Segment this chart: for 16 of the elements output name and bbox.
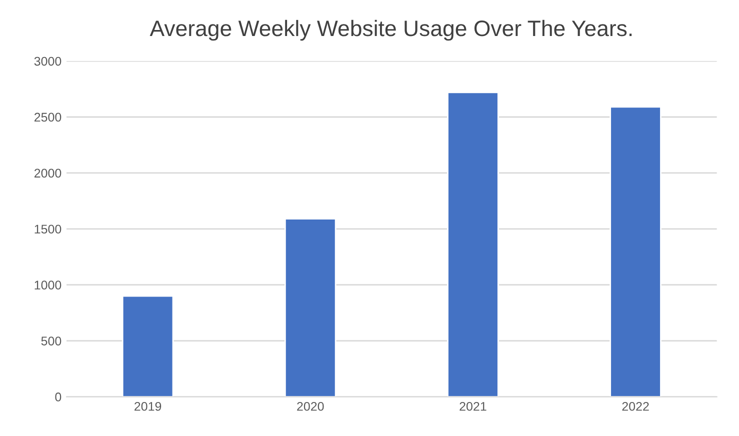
x-tick-label: 2019 — [134, 402, 162, 411]
x-tick-label: 2022 — [622, 402, 649, 411]
y-tick-label: 1500 — [34, 224, 62, 234]
x-tick-label: 2020 — [297, 402, 324, 411]
bar — [447, 92, 499, 397]
bar — [122, 295, 174, 397]
x-tick-label: 2021 — [460, 402, 486, 411]
y-tick-label: 0 — [55, 392, 62, 402]
y-tick-label: 2000 — [34, 168, 62, 178]
y-tick-label: 1000 — [34, 280, 62, 290]
y-tick-label: 2500 — [34, 112, 62, 122]
bar — [610, 106, 662, 397]
y-tick-label: 3000 — [34, 56, 62, 66]
bar — [284, 218, 336, 397]
y-tick-label: 500 — [41, 336, 62, 346]
chart-title: Average Weekly Website Usage Over The Years. — [150, 20, 632, 41]
